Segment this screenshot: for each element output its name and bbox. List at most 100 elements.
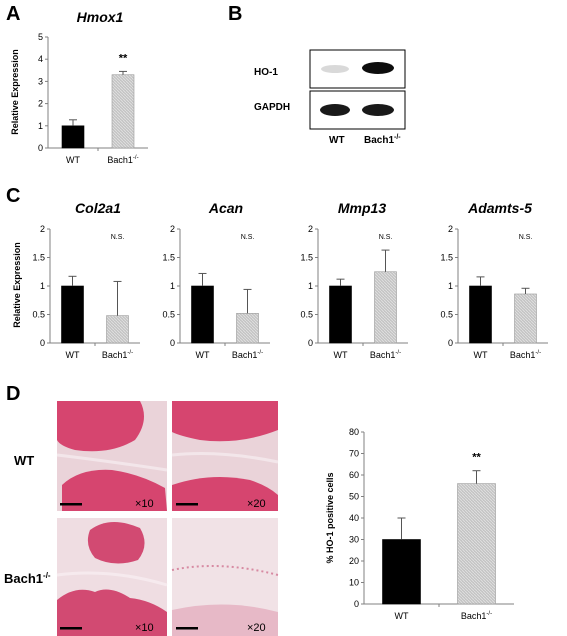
x-tick-label-sup: -/- [535,350,541,356]
bar-bach1 [236,313,259,344]
y-tick-label: 30 [349,535,359,545]
x-tick-label: WT [66,350,80,360]
y-tick-label: 50 [349,492,359,502]
y-tick-label: 0.5 [440,310,453,320]
blot-band-ho1-bach1 [362,62,394,74]
histology-mag-wt-x10: ×10 [135,498,154,510]
x-tick-label-sup: -/- [257,350,263,356]
panel-d-letter: D [6,383,20,405]
chart-2: Acan 0 0.5 1 1.5 2 WT Bach1-/- N.S. [162,200,270,360]
chart-title: Mmp13 [338,200,386,216]
y-tick-label: 0 [38,143,43,153]
y-tick-label: 1 [170,281,175,291]
x-tick-label: WT [395,611,409,621]
bar-wt [382,539,421,605]
x-tick-label-text: Bach1 [461,611,487,621]
y-tick-label: 1 [38,121,43,131]
histology-row-bach1: Bach1-/- [4,571,51,586]
x-tick-label: WT [66,155,80,165]
y-axis-label: % HO-1 positive cells [325,472,335,563]
x-tick-label-text: Bach1 [107,155,133,165]
x-tick-label-text: WT [395,611,409,621]
blot-label-gapdh: GAPDH [254,102,290,113]
blot-lane-bach1-text: Bach1 [364,135,394,146]
x-tick-label: Bach1-/- [510,350,541,360]
x-tick-label: Bach1-/- [370,350,401,360]
y-tick-label: 0.5 [300,310,313,320]
y-tick-label: 0.5 [32,310,45,320]
bar-wt [329,285,352,344]
histology-row-bach1-sup: -/- [43,571,51,580]
y-tick-label: 60 [349,470,359,480]
chart-1: Col2a1 Relative Expression 0 0.5 1 1.5 2 WT Bach… [12,200,140,360]
x-tick-label-sup: -/- [395,350,401,356]
y-tick-label: 1.5 [440,253,453,263]
panel-c-letter: C [6,185,20,207]
chart-title: Acan [208,200,243,216]
bar-bach1 [514,293,537,344]
panel-b-letter: B [228,3,242,25]
blot-lane-bach1: Bach1-/- [364,134,401,146]
significance-label: N.S. [241,234,255,241]
y-tick-label: 0 [40,338,45,348]
blot-band-gapdh-bach1 [362,104,394,116]
bar-bach1 [374,271,397,344]
chart-3: Mmp13 0 0.5 1 1.5 2 WT Bach1-/- N.S. [300,200,408,360]
panel-a-letter: A [6,3,20,25]
y-tick-label: 3 [38,76,43,86]
y-tick-label: 2 [40,224,45,234]
y-tick-label: 40 [349,513,359,523]
chart-title: Col2a1 [75,200,121,216]
y-tick-label: 2 [170,224,175,234]
histology-mag-wt-x20: ×20 [247,498,266,510]
blot-band-gapdh-wt [320,104,350,116]
significance-label: N.S. [379,234,393,241]
significance-label: N.S. [111,234,125,241]
y-tick-label: 0 [308,338,313,348]
chart-0: Hmox1 Relative Expression 0 1 2 3 4 5 WT Bach1-/-… [10,9,148,165]
x-tick-label-text: WT [334,350,348,360]
histology-mag-bach1-x20: ×20 [247,622,266,634]
x-tick-label: Bach1-/- [102,350,133,360]
blot-lane-wt: WT [329,135,345,146]
x-tick-label-sup: -/- [486,611,492,617]
blot-lane-bach1-sup: -/- [394,134,401,141]
y-tick-label: 70 [349,449,359,459]
y-tick-label: 4 [38,54,43,64]
y-tick-label: 2 [308,224,313,234]
bar-wt [191,285,214,344]
blot-band-ho1-wt [321,65,349,73]
x-tick-label-text: Bach1 [370,350,396,360]
significance-label: N.S. [519,234,533,241]
y-tick-label: 0.5 [162,310,175,320]
x-tick-label-sup: -/- [133,155,139,161]
chart-5: % HO-1 positive cells 0 10 20 30 40 50 60 70 80 WT… [325,427,514,621]
y-tick-label: 1 [40,281,45,291]
y-tick-label: 0 [448,338,453,348]
bar-wt [469,285,492,344]
x-tick-label-text: WT [66,350,80,360]
y-tick-label: 20 [349,556,359,566]
x-tick-label-text: Bach1 [510,350,536,360]
x-tick-label: WT [474,350,488,360]
histology-row-bach1-text: Bach1 [4,571,43,586]
western-blot: HO-1 GAPDH WT Bach1-/- [254,49,406,146]
histology-wt-x20: ×20 [171,401,279,511]
y-tick-label: 1.5 [300,253,313,263]
y-tick-label: 2 [448,224,453,234]
chart-title: Hmox1 [77,9,124,25]
x-tick-label: Bach1-/- [107,155,138,165]
histology-row-wt: WT [14,453,34,468]
bar-bach1 [106,315,129,344]
x-tick-label: WT [334,350,348,360]
y-tick-label: 1 [448,281,453,291]
histology-bach1-x20: ×20 [171,518,279,636]
y-tick-label: 1.5 [162,253,175,263]
y-tick-label: 0 [170,338,175,348]
y-tick-label: 1 [308,281,313,291]
y-tick-label: 5 [38,32,43,42]
histology-bach1-x10: ×10 [56,518,168,636]
significance-label: ** [119,52,128,64]
y-tick-label: 80 [349,427,359,437]
